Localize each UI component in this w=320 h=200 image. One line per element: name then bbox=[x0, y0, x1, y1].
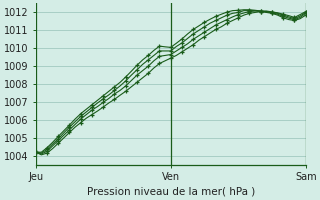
X-axis label: Pression niveau de la mer( hPa ): Pression niveau de la mer( hPa ) bbox=[87, 187, 255, 197]
